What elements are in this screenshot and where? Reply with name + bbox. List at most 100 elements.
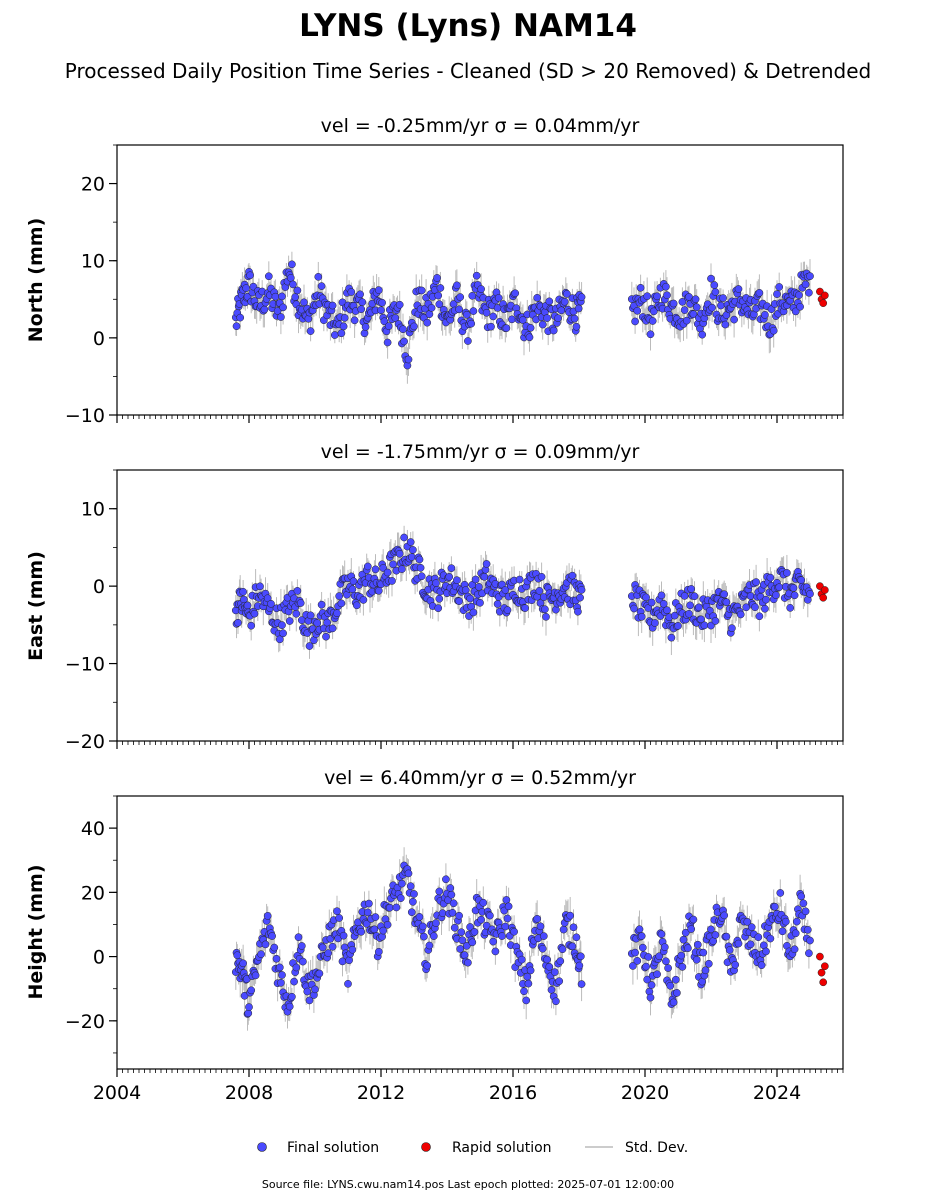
- height-final-point: [731, 960, 740, 969]
- east-final-point: [348, 585, 357, 594]
- height-final-point: [701, 966, 710, 975]
- height-final-point: [669, 998, 678, 1007]
- height-final-point: [425, 941, 434, 950]
- east-final-point: [461, 586, 470, 594]
- height-final-point: [747, 923, 756, 931]
- east-final-point: [234, 618, 242, 627]
- north-final-point: [538, 320, 547, 329]
- north-final-point: [357, 305, 366, 314]
- north-final-point: [511, 289, 520, 298]
- height-final-point: [385, 903, 394, 912]
- north-final-point: [678, 297, 687, 306]
- east-final-point: [742, 603, 751, 612]
- height-final-point: [311, 985, 319, 994]
- legend-rapid-label: Rapid solution: [452, 1140, 552, 1156]
- east-final-point: [480, 572, 489, 581]
- height-final-point: [288, 992, 296, 1001]
- height-final-point: [707, 925, 715, 934]
- height-final-point: [522, 996, 531, 1005]
- north-final-point: [755, 289, 764, 297]
- east-final-point: [630, 604, 638, 613]
- height-final-point: [790, 945, 799, 954]
- north-rapid-point: [819, 299, 828, 307]
- north-final-point: [291, 293, 300, 301]
- north-final-point: [384, 322, 393, 331]
- height-final-point: [448, 908, 457, 917]
- height-final-point: [643, 975, 652, 984]
- north-panel-title: vel = -0.25mm/yr σ = 0.04mm/yr: [321, 115, 640, 137]
- height-final-point: [647, 981, 656, 989]
- height-final-point: [657, 930, 666, 939]
- east-final-point: [695, 603, 703, 612]
- height-final-point: [396, 894, 405, 903]
- north-final-point: [399, 325, 407, 334]
- east-final-point: [306, 611, 315, 620]
- north-final-point: [691, 295, 700, 304]
- east-final-point: [657, 591, 666, 600]
- north-final-point: [410, 322, 418, 331]
- north-final-point: [455, 305, 463, 314]
- north-final-point: [563, 290, 571, 298]
- north-final-point: [464, 337, 472, 345]
- east-final-point: [651, 619, 659, 627]
- north-final-point: [289, 280, 297, 289]
- east-final-point: [406, 538, 415, 546]
- east-final-point: [766, 573, 775, 582]
- height-final-point: [398, 879, 406, 888]
- east-rapid-point: [819, 593, 828, 602]
- height-final-point: [261, 940, 270, 949]
- height-final-point: [278, 971, 286, 979]
- east-final-point: [371, 565, 380, 574]
- north-final-point: [549, 326, 558, 335]
- east-final-point: [453, 576, 461, 585]
- north-final-point: [710, 281, 719, 289]
- east-final-point: [790, 591, 799, 600]
- footer-source: Source file: LYNS.cwu.nam14.pos Last epo…: [262, 1178, 674, 1191]
- height-final-point: [460, 951, 469, 959]
- height-final-point: [778, 927, 787, 936]
- east-final-point: [417, 572, 426, 581]
- east-final-point: [434, 604, 443, 613]
- height-final-point: [776, 889, 785, 897]
- north-final-point: [236, 313, 245, 322]
- north-final-point: [423, 318, 432, 327]
- height-final-point: [363, 908, 372, 917]
- north-final-point: [806, 272, 814, 280]
- height-final-point: [462, 941, 471, 950]
- east-final-point: [409, 546, 417, 554]
- height-final-point: [294, 933, 303, 942]
- east-final-point: [755, 612, 764, 621]
- height-final-point: [383, 920, 392, 929]
- north-y-tick-label: −10: [65, 405, 105, 427]
- north-final-point: [682, 316, 691, 325]
- east-final-point: [359, 596, 368, 604]
- height-final-point: [631, 948, 639, 957]
- east-final-point: [388, 577, 396, 585]
- north-final-point: [400, 337, 408, 346]
- height-final-point: [371, 913, 380, 921]
- height-final-point: [720, 911, 729, 920]
- east-panel-title: vel = -1.75mm/yr σ = 0.09mm/yr: [321, 441, 640, 463]
- x-tick-label: 2016: [489, 1082, 537, 1104]
- east-final-point: [690, 592, 699, 601]
- east-final-points: [231, 533, 814, 650]
- east-final-point: [797, 576, 806, 585]
- east-final-point: [267, 599, 275, 608]
- height-final-point: [673, 989, 681, 997]
- east-final-point: [775, 583, 784, 592]
- height-final-point: [517, 955, 526, 964]
- x-tick-label: 2004: [93, 1082, 141, 1104]
- height-final-point: [806, 936, 814, 945]
- north-final-point: [391, 314, 400, 322]
- height-final-point: [365, 899, 373, 908]
- north-final-point: [775, 283, 784, 291]
- height-final-point: [275, 963, 284, 972]
- height-final-point: [556, 957, 565, 965]
- height-final-point: [407, 908, 416, 917]
- north-final-point: [286, 274, 295, 282]
- north-final-point: [663, 291, 671, 300]
- east-final-point: [445, 573, 454, 581]
- north-final-point: [494, 294, 503, 302]
- east-final-point: [685, 609, 693, 618]
- east-final-point: [720, 590, 729, 599]
